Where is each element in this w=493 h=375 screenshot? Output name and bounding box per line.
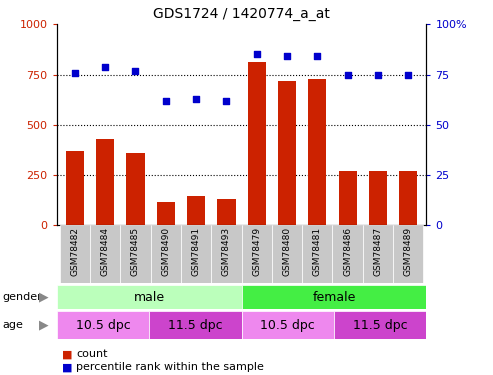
Bar [334,311,426,339]
Text: male: male [134,291,165,304]
Text: GSM78479: GSM78479 [252,227,261,276]
Title: GDS1724 / 1420774_a_at: GDS1724 / 1420774_a_at [153,7,330,21]
Bar [157,202,175,225]
Bar [96,139,114,225]
Text: percentile rank within the sample: percentile rank within the sample [76,363,264,372]
Text: ■: ■ [62,363,72,372]
Bar [211,225,242,283]
Bar [393,225,423,283]
Text: 11.5 dpc: 11.5 dpc [168,319,223,332]
Text: female: female [313,291,355,304]
Text: GSM78485: GSM78485 [131,227,140,276]
Text: 11.5 dpc: 11.5 dpc [353,319,408,332]
Bar [126,153,144,225]
Text: ▶: ▶ [38,291,48,304]
Bar [60,225,90,283]
Bar [308,78,326,225]
Text: ■: ■ [62,350,72,359]
Bar [151,225,181,283]
Text: GSM78486: GSM78486 [343,227,352,276]
Point [404,72,412,78]
Point [314,54,321,60]
Bar [181,225,211,283]
Bar [247,63,266,225]
Text: GSM78490: GSM78490 [161,227,170,276]
Bar [272,225,302,283]
Point [162,98,170,104]
Bar [90,225,120,283]
Bar [149,311,242,339]
Point [222,98,230,104]
Text: GSM78487: GSM78487 [374,227,383,276]
Bar [242,311,334,339]
Bar [242,225,272,283]
Text: age: age [2,320,23,330]
Text: ▶: ▶ [38,319,48,332]
Point [283,54,291,60]
Bar [332,225,363,283]
Text: GSM78489: GSM78489 [404,227,413,276]
Bar [369,171,387,225]
Bar [339,171,357,225]
Point [132,68,140,74]
Bar [302,225,332,283]
Bar [217,199,236,225]
Text: GSM78484: GSM78484 [101,227,109,276]
Text: count: count [76,350,108,359]
Text: GSM78481: GSM78481 [313,227,322,276]
Text: gender: gender [2,292,42,302]
Point [71,69,79,75]
Bar [120,225,151,283]
Bar [66,151,84,225]
Bar [399,171,418,225]
Text: 10.5 dpc: 10.5 dpc [260,319,315,332]
Bar [242,285,426,309]
Point [192,96,200,102]
Bar [57,285,242,309]
Text: GSM78493: GSM78493 [222,227,231,276]
Bar [187,196,205,225]
Point [374,72,382,78]
Text: GSM78491: GSM78491 [192,227,201,276]
Bar [363,225,393,283]
Text: GSM78480: GSM78480 [282,227,291,276]
Point [253,51,261,57]
Point [101,63,109,69]
Point [344,72,352,78]
Text: 10.5 dpc: 10.5 dpc [75,319,130,332]
Bar [57,311,149,339]
Bar [278,81,296,225]
Text: GSM78482: GSM78482 [70,227,79,276]
